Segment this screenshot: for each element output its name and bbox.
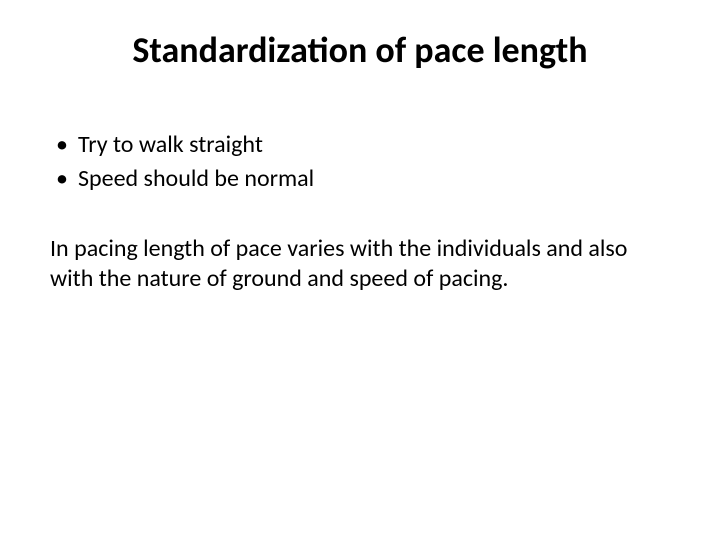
bullet-item: Speed should be normal [50,164,670,194]
slide-body: Try to walk straight Speed should be nor… [50,130,670,294]
bullet-item: Try to walk straight [50,130,670,160]
slide-title: Standardization of pace length [0,28,720,72]
bullet-list: Try to walk straight Speed should be nor… [50,130,670,194]
body-paragraph: In pacing length of pace varies with the… [50,234,670,294]
slide: Standardization of pace length Try to wa… [0,0,720,540]
